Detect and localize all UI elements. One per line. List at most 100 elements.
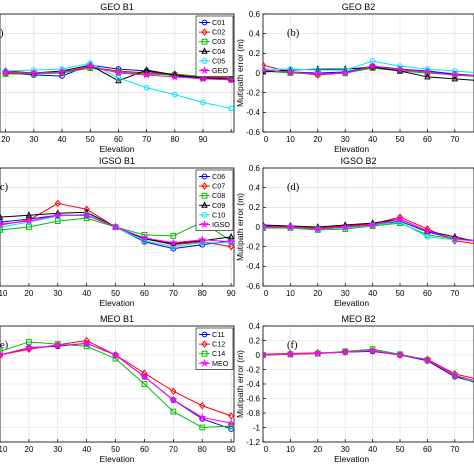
y-tick-label: -1.2 xyxy=(246,438,260,447)
x-tick-label: 90 xyxy=(199,135,208,144)
data-point xyxy=(87,60,94,67)
legend-item: C10 xyxy=(199,210,225,219)
x-tick-label: 80 xyxy=(170,135,179,144)
series-GEO xyxy=(1,61,234,84)
legend-item: C06 xyxy=(199,172,225,181)
x-tick-label: 10 xyxy=(286,135,295,144)
chart-title: IGSO B1 xyxy=(99,156,135,166)
data-point xyxy=(395,65,405,74)
legend-marker xyxy=(201,340,208,348)
data-point xyxy=(368,220,377,229)
series-IGSO xyxy=(263,214,474,243)
series-line xyxy=(0,214,232,244)
data-point xyxy=(451,236,458,243)
data-point xyxy=(424,73,431,80)
legend-item: GEO xyxy=(199,65,228,75)
data-point xyxy=(140,372,149,381)
series-GEO xyxy=(263,61,474,79)
data-point xyxy=(140,233,149,242)
x-tick-label: 20 xyxy=(24,445,33,454)
x-tick-label: 60 xyxy=(423,135,432,144)
x-tick-label: 70 xyxy=(450,289,459,298)
legend-label: C03 xyxy=(212,37,225,46)
data-point xyxy=(263,350,267,359)
series-line xyxy=(5,67,232,78)
x-tick-label: 80 xyxy=(198,289,207,298)
data-point xyxy=(141,381,148,387)
x-tick-label: 30 xyxy=(341,445,350,454)
data-point xyxy=(171,91,178,98)
data-point xyxy=(340,347,350,356)
data-point xyxy=(368,61,377,70)
data-point xyxy=(141,231,148,238)
data-point xyxy=(199,415,206,422)
data-point xyxy=(287,66,294,72)
y-tick-label: 0 xyxy=(256,223,261,232)
x-tick-label: 90 xyxy=(227,289,236,298)
data-point xyxy=(199,401,206,410)
x-tick-label: 20 xyxy=(313,445,322,454)
legend-label: C01 xyxy=(212,18,225,27)
legend-box xyxy=(195,169,234,231)
data-point xyxy=(59,66,65,72)
data-point xyxy=(141,369,148,377)
x-tick-label: 40 xyxy=(368,445,377,454)
x-tick-label: 40 xyxy=(82,445,91,454)
x-tick-label: 50 xyxy=(111,445,120,454)
legend-label: C02 xyxy=(212,28,225,37)
legend-label: C04 xyxy=(212,47,225,56)
x-tick-label: 40 xyxy=(82,289,91,298)
legend-marker xyxy=(201,19,208,26)
y-tick-label: -0.8 xyxy=(246,409,260,418)
data-point xyxy=(2,71,9,77)
axes-frame xyxy=(0,325,235,443)
data-point xyxy=(25,216,32,224)
legend-marker xyxy=(200,65,209,75)
x-tick-label: 30 xyxy=(29,135,38,144)
legend-item: C02 xyxy=(199,28,225,37)
x-tick-label: 0 xyxy=(264,445,269,454)
legend-label: C09 xyxy=(212,201,225,210)
data-point xyxy=(29,68,39,77)
data-point xyxy=(286,222,295,231)
data-point xyxy=(226,418,234,427)
x-tick-label: 10 xyxy=(0,445,8,454)
data-point xyxy=(0,219,3,225)
data-point xyxy=(25,219,32,225)
plot-area xyxy=(0,199,234,252)
series-C05 xyxy=(2,60,234,112)
legend-item: IGSO xyxy=(199,219,230,229)
data-point xyxy=(111,222,120,231)
x-tick-label: 20 xyxy=(313,289,322,298)
legend-marker xyxy=(200,219,209,229)
data-point xyxy=(53,210,63,219)
x-tick-label: 60 xyxy=(423,289,432,298)
x-tick-label: 50 xyxy=(396,135,405,144)
x-tick-label: 0 xyxy=(264,289,269,298)
series-line xyxy=(263,60,474,73)
x-tick-label: 70 xyxy=(169,289,178,298)
x-tick-label: 70 xyxy=(142,135,151,144)
y-tick-label: 0.6 xyxy=(249,164,261,173)
data-point xyxy=(313,224,323,233)
chart-title: IGSO B2 xyxy=(340,156,376,166)
data-point xyxy=(340,68,350,77)
x-tick-label: 10 xyxy=(286,445,295,454)
x-tick-label: 60 xyxy=(423,445,432,454)
data-point xyxy=(24,343,34,352)
data-point xyxy=(0,350,5,359)
series-line xyxy=(0,342,232,424)
legend-item: C07 xyxy=(199,182,225,191)
plot-area xyxy=(0,336,234,432)
y-tick-label: 0.2 xyxy=(249,203,261,212)
chart-title: GEO B1 xyxy=(100,2,134,12)
data-point xyxy=(82,338,92,348)
chart-title: MEO B1 xyxy=(100,314,134,324)
legend-item: C05 xyxy=(199,56,225,65)
data-point xyxy=(287,70,294,76)
legend-label: IGSO xyxy=(212,220,230,229)
y-tick-label: -1 xyxy=(253,423,261,432)
series-MEO xyxy=(0,338,234,427)
